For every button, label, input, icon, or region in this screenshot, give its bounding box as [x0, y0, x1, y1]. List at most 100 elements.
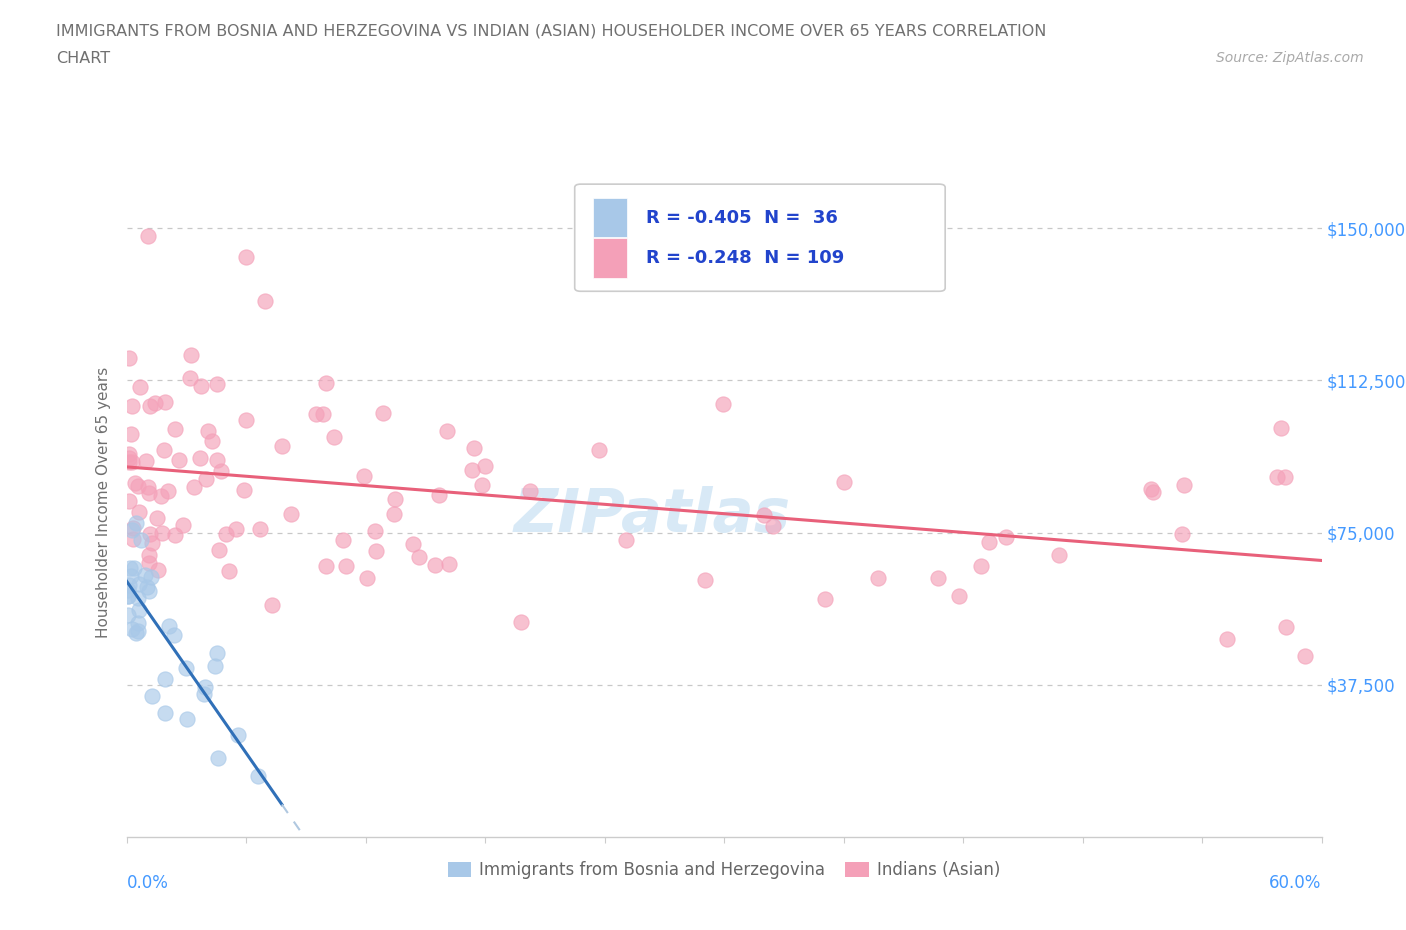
Point: [235, 412, 257, 427]
Point: [519, 484, 541, 498]
Point: [125, 515, 148, 530]
Point: [384, 492, 406, 507]
Point: [135, 454, 157, 469]
Point: [1171, 526, 1194, 541]
Point: [118, 450, 141, 465]
Point: [136, 480, 159, 495]
Point: [174, 660, 197, 675]
Point: [128, 504, 150, 519]
Point: [197, 424, 219, 439]
Point: [150, 525, 173, 540]
Point: [402, 537, 425, 551]
Point: [995, 529, 1018, 544]
Point: [752, 508, 775, 523]
Point: [139, 527, 162, 542]
Point: [127, 591, 149, 605]
Point: [371, 405, 394, 420]
Point: [193, 687, 215, 702]
Point: [120, 569, 142, 584]
Point: [163, 627, 186, 642]
Point: [208, 543, 231, 558]
Point: [176, 711, 198, 726]
Point: [254, 294, 277, 309]
Point: [461, 462, 484, 477]
FancyBboxPatch shape: [593, 198, 627, 237]
Point: [165, 421, 187, 436]
Point: [1142, 485, 1164, 499]
Point: [218, 564, 240, 578]
Point: [1265, 470, 1288, 485]
Point: [143, 396, 166, 411]
Point: [121, 521, 143, 536]
Point: [1274, 619, 1296, 634]
Point: [127, 479, 149, 494]
Point: [157, 619, 180, 634]
Point: [117, 607, 139, 622]
Point: [121, 622, 143, 637]
Point: [141, 536, 163, 551]
Point: [335, 559, 357, 574]
Point: [280, 507, 302, 522]
Point: [1294, 649, 1316, 664]
Point: [382, 507, 405, 522]
Point: [153, 705, 176, 720]
Point: [207, 453, 229, 468]
Point: [163, 528, 186, 543]
Point: [693, 573, 716, 588]
Point: [614, 533, 637, 548]
Point: [134, 567, 156, 582]
Point: [201, 433, 224, 448]
Point: [364, 543, 387, 558]
Point: [927, 571, 949, 586]
Point: [152, 443, 174, 458]
Text: Source: ZipAtlas.com: Source: ZipAtlas.com: [1216, 51, 1364, 65]
Point: [153, 671, 176, 686]
Point: [868, 571, 890, 586]
Point: [121, 523, 143, 538]
Point: [235, 249, 257, 264]
Point: [149, 488, 172, 503]
Point: [117, 582, 139, 597]
Point: [117, 589, 139, 604]
Point: [305, 407, 328, 422]
Point: [129, 532, 152, 547]
Point: [1173, 478, 1195, 493]
Point: [117, 455, 139, 470]
Text: CHART: CHART: [56, 51, 110, 66]
Point: [436, 423, 458, 438]
Point: [948, 589, 970, 604]
Point: [510, 615, 533, 630]
Point: [233, 483, 256, 498]
Point: [120, 426, 142, 441]
Point: [128, 577, 150, 591]
Point: [363, 524, 385, 538]
Point: [1270, 420, 1292, 435]
Point: [138, 548, 160, 563]
Point: [194, 472, 217, 486]
Point: [127, 616, 149, 631]
Point: [246, 769, 269, 784]
Point: [146, 563, 169, 578]
Point: [167, 453, 190, 468]
Text: 0.0%: 0.0%: [127, 874, 169, 892]
Point: [138, 556, 160, 571]
Point: [332, 533, 354, 548]
Point: [139, 570, 162, 585]
Text: R = -0.248  N = 109: R = -0.248 N = 109: [647, 249, 845, 267]
Point: [138, 583, 160, 598]
Y-axis label: Householder Income Over 65 years: Householder Income Over 65 years: [96, 366, 111, 638]
Point: [136, 229, 159, 244]
Text: IMMIGRANTS FROM BOSNIA AND HERZEGOVINA VS INDIAN (ASIAN) HOUSEHOLDER INCOME OVER: IMMIGRANTS FROM BOSNIA AND HERZEGOVINA V…: [56, 23, 1046, 38]
Point: [172, 518, 194, 533]
Point: [141, 689, 163, 704]
Point: [832, 475, 855, 490]
Point: [139, 398, 162, 413]
Point: [425, 557, 447, 572]
Point: [179, 371, 201, 386]
Point: [207, 751, 229, 765]
Point: [121, 398, 143, 413]
Text: 60.0%: 60.0%: [1270, 874, 1322, 892]
Point: [207, 377, 229, 392]
Point: [121, 532, 143, 547]
Point: [1274, 470, 1296, 485]
